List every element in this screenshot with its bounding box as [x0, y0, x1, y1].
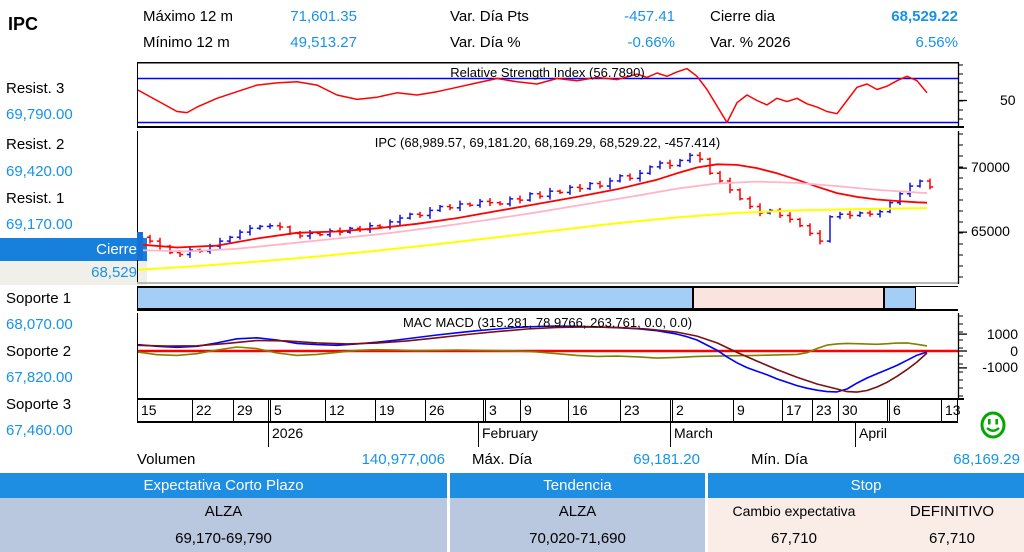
symbol-title: IPC [8, 14, 39, 34]
rsi-title: Relative Strength Index (56.7890) [450, 65, 645, 80]
xaxis-date-cell: 23 [620, 400, 670, 422]
expectativa-line1: ALZA [204, 503, 243, 520]
xaxis-date-cell: 6 [887, 400, 941, 422]
price-title: IPC (68,989.57, 69,181.20, 68,169.29, 68… [374, 135, 721, 150]
trend-phase-band [137, 286, 958, 311]
macd-tick-0: 0 [1010, 343, 1018, 359]
rsi-tick-50: 50 [1000, 92, 1016, 108]
xaxis-date-cell: 9 [733, 400, 782, 422]
stop-header: Stop [708, 473, 1024, 498]
xaxis-month-cell: February [478, 423, 670, 447]
tendencia-header: Tendencia [450, 473, 705, 498]
xaxis-date-cell: 9 [520, 400, 568, 422]
xaxis-date-cell: 16 [568, 400, 620, 422]
tendencia-line2: 70,020-71,690 [529, 530, 626, 547]
resist3-value: 69,790.00 [6, 106, 73, 123]
rsi-chart[interactable] [137, 62, 1024, 128]
soporte3-label: Soporte 3 [6, 396, 72, 413]
volumen-label: Volumen [137, 451, 196, 468]
phase-segment [137, 287, 693, 309]
close-label: Cierre dia [710, 8, 776, 25]
xaxis-date-cell: 2 [670, 400, 733, 422]
max12m-label: Máximo 12 m [143, 8, 234, 25]
price-tick-70000: 70000 [971, 159, 1010, 175]
resist1-value: 69,170.00 [6, 216, 73, 233]
var-ytd-label: Var. % 2026 [710, 34, 791, 51]
xaxis-date-cell: 13 [941, 400, 961, 422]
xaxis-month-cell: April [855, 423, 958, 447]
price-tick-65000: 65000 [971, 223, 1010, 239]
min12m-value: 49,513.27 [290, 34, 357, 51]
xaxis-date-cell: 19 [375, 400, 425, 422]
var-pct-value: -0.66% [627, 34, 675, 51]
max-dia-label: Máx. Día [472, 451, 533, 468]
xaxis-date-cell: 22 [192, 400, 233, 422]
xaxis-date-cell: 3 [483, 400, 520, 422]
var-pts-value: -457.41 [624, 8, 675, 25]
resist2-value: 69,420.00 [6, 163, 73, 180]
expectativa-column: Expectativa Corto Plazo ALZA 69,170-69,7… [0, 473, 447, 552]
min12m-label: Mínimo 12 m [143, 34, 230, 51]
expectativa-header: Expectativa Corto Plazo [0, 473, 447, 498]
resist3-label: Resist. 3 [6, 80, 65, 97]
soporte3-value: 67,460.00 [6, 422, 73, 439]
xaxis-date-cell: 15 [137, 400, 192, 422]
expectativa-line2: 69,170-69,790 [175, 530, 272, 547]
soporte1-label: Soporte 1 [6, 290, 72, 307]
xaxis-date-cell: 26 [425, 400, 483, 422]
xaxis-month-cell: March [670, 423, 855, 447]
xaxis-date-cell: 5 [268, 400, 325, 422]
xaxis-month-strip: 2026 February March April [137, 423, 958, 447]
volumen-value: 140,977,006 [361, 451, 445, 468]
stop-sub2-label: DEFINITIVO [909, 503, 995, 520]
xaxis-date-strip: 15 22 29 5 12 19 26 3 9 16 23 2 9 17 23 30 6 13 [137, 400, 961, 423]
phase-segment [884, 287, 916, 309]
smiley-icon [980, 411, 1006, 439]
cierre-value-cell: 68,529 [0, 261, 147, 285]
var-ytd-value: 6.56% [915, 34, 958, 51]
stop-sub1-value: 67,710 [771, 530, 817, 547]
stop-sub1-label: Cambio expectativa [732, 503, 856, 519]
var-pts-label: Var. Día Pts [450, 8, 529, 25]
resist1-label: Resist. 1 [6, 190, 65, 207]
macd-tick-1000: 1000 [986, 326, 1018, 342]
macd-title: MAC MACD (315.281, 78.9766, 263.761, 0.0… [402, 315, 693, 330]
var-pct-label: Var. Día % [450, 34, 521, 51]
xaxis-date-cell: 29 [233, 400, 268, 422]
macd-tick-m1000: -1000 [982, 359, 1018, 375]
phase-segment [693, 287, 884, 309]
soporte2-value: 67,820.00 [6, 369, 73, 386]
xaxis-date-cell: 17 [782, 400, 812, 422]
soporte1-value: 68,070.00 [6, 316, 73, 333]
resist2-label: Resist. 2 [6, 136, 65, 153]
tendencia-line1: ALZA [558, 503, 597, 520]
macd-chart[interactable] [137, 313, 1024, 400]
max12m-value: 71,601.35 [290, 8, 357, 25]
max-dia-value: 69,181.20 [633, 451, 700, 468]
min-dia-value: 68,169.29 [953, 451, 1020, 468]
stop-column: Stop Cambio expectativa DEFINITIVO 67,71… [708, 473, 1024, 552]
xaxis-date-cell: 30 [838, 400, 884, 422]
xaxis-date-cell: 23 [812, 400, 838, 422]
tendencia-column: Tendencia ALZA 70,020-71,690 [450, 473, 705, 552]
stop-sub2-value: 67,710 [929, 530, 975, 547]
soporte2-label: Soporte 2 [6, 343, 72, 360]
xaxis-month-cell: 2026 [268, 423, 478, 447]
xaxis-date-cell: 12 [325, 400, 375, 422]
cierre-selected-cell[interactable]: Cierre [0, 238, 147, 261]
min-dia-label: Mín. Día [751, 451, 808, 468]
price-chart[interactable] [137, 131, 1024, 284]
close-value: 68,529.22 [891, 8, 958, 25]
